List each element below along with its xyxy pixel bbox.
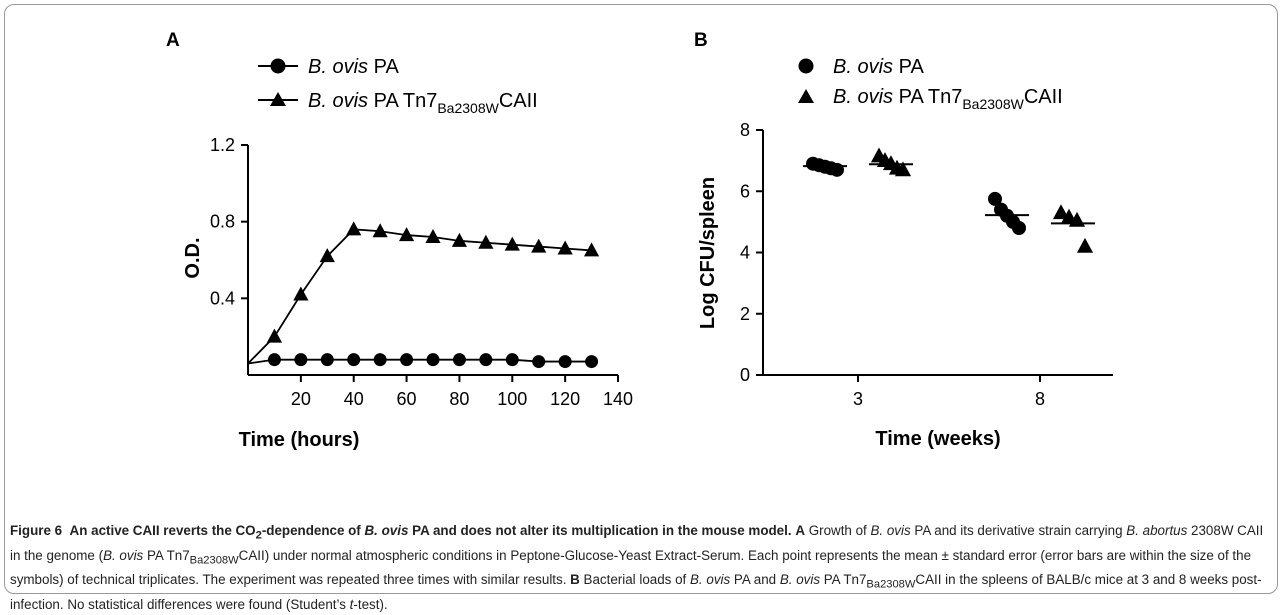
- panel-a-point-circle: [320, 353, 334, 367]
- panel-a-point-triangle: [583, 242, 600, 257]
- panel-a-series-line-2: [247, 228, 592, 365]
- panel-a-point-triangle: [346, 221, 362, 236]
- panel-a-x-tick-label: 100: [497, 389, 527, 409]
- panel-b-point-triangle: [894, 161, 912, 177]
- panel-a-point-circle: [347, 353, 361, 367]
- legend-b-triangle-marker: [798, 89, 814, 103]
- legend-a-label-2: B. ovis PA Tn7Ba2308WCAII: [308, 90, 538, 116]
- panel-b-y-tick-label: 4: [740, 243, 750, 263]
- panel-b-point-circle: [830, 162, 844, 177]
- panel-b-x-tick-label: 8: [1035, 389, 1045, 409]
- panel-a-x-tick-label: 40: [344, 389, 364, 409]
- panel-a-point-triangle: [425, 229, 441, 243]
- panel-a-point-triangle: [372, 223, 388, 238]
- panel-b-plot: 0 2 4 6 8 3 8: [740, 120, 1113, 409]
- panel-b-x-tick-label: 3: [853, 389, 863, 409]
- panel-a-x-tick-label: 140: [603, 389, 633, 409]
- panel-a-y-tick-label: 0.4: [210, 288, 235, 308]
- panel-a-plot: 20 40 60 80 100 120 140 0.4 0.8 1.2: [210, 135, 633, 409]
- panel-a-point-circle: [532, 355, 546, 369]
- panel-a-x-tick-label: 60: [397, 389, 417, 409]
- panel-a-point-triangle: [451, 232, 468, 247]
- panel-a-point-circle: [479, 353, 493, 367]
- panel-a-x-tick-label: 80: [449, 389, 469, 409]
- panel-b-point-circle: [988, 191, 1002, 206]
- caption-ref-b: B: [570, 572, 580, 588]
- panel-a-point-circle: [267, 353, 281, 367]
- panel-b-y-tick-label: 8: [740, 120, 750, 140]
- panel-a-point-triangle: [266, 328, 283, 343]
- panel-a-point-triangle: [531, 238, 547, 253]
- panel-b-letter: B: [694, 30, 708, 51]
- panel-b-legend: B. ovis PA B. ovis PA Tn7Ba2308WCAII: [798, 56, 1063, 112]
- panel-a-point-triangle: [478, 234, 494, 249]
- panel-a-x-tick-label: 120: [550, 389, 580, 409]
- panel-a-point-triangle: [504, 236, 520, 251]
- panel-b-ylabel: Log CFU/spleen: [697, 177, 719, 329]
- panel-a-y-tick-label: 0.8: [210, 212, 235, 232]
- panel-a-point-circle: [585, 355, 599, 369]
- panel-a-point-circle: [426, 353, 440, 367]
- panel-a-y-tick-label: 1.2: [210, 135, 235, 155]
- panel-a-point-circle: [294, 353, 308, 367]
- panel-a-point-circle: [505, 353, 519, 367]
- panel-b-y-tick-label: 6: [740, 181, 750, 201]
- caption-title: An active CAII reverts the CO2-dependenc…: [69, 523, 792, 542]
- figure-caption: Figure 6 An active CAII reverts the CO2-…: [10, 523, 1264, 613]
- panel-a-point-circle: [558, 355, 572, 369]
- legend-a-triangle-marker: [270, 92, 286, 106]
- panel-a-ylabel: O.D.: [182, 237, 204, 278]
- panel-a-letter: A: [166, 30, 180, 51]
- caption-ref-a: A: [795, 523, 805, 538]
- figure-frame: [4, 4, 1278, 594]
- caption-label: Figure 6: [10, 523, 63, 538]
- figure-plots: A B B. ovis PA B. ovis PA Tn7Ba2308WCAII…: [166, 30, 1113, 451]
- panel-a-point-triangle: [319, 248, 335, 263]
- panel-b-point-circle: [1012, 221, 1026, 235]
- panel-a-point-triangle: [293, 286, 309, 301]
- panel-a-x-tick-label: 20: [291, 389, 311, 409]
- panel-a-point-circle: [452, 353, 466, 367]
- legend-a-label-1: B. ovis PA: [308, 56, 399, 78]
- panel-b-y-tick-label: 0: [740, 365, 750, 385]
- panel-a-point-triangle: [557, 240, 573, 255]
- panel-b-point-triangle: [1076, 237, 1094, 253]
- legend-b-circle-marker: [798, 58, 814, 74]
- panel-a-point-circle: [373, 353, 387, 367]
- panel-b-xlabel: Time (weeks): [875, 428, 1000, 450]
- legend-a-circle-marker: [270, 58, 286, 74]
- panel-a-legend: B. ovis PA B. ovis PA Tn7Ba2308WCAII: [258, 56, 538, 116]
- panel-b-point-triangle: [1052, 204, 1070, 220]
- panel-a-xlabel: Time (hours): [239, 429, 360, 451]
- panel-a-point-circle: [400, 353, 414, 367]
- panel-a-point-triangle: [398, 227, 415, 242]
- legend-b-label-1: B. ovis PA: [833, 56, 924, 78]
- panel-b-y-tick-label: 2: [740, 304, 750, 324]
- legend-b-label-2: B. ovis PA Tn7Ba2308WCAII: [833, 86, 1063, 112]
